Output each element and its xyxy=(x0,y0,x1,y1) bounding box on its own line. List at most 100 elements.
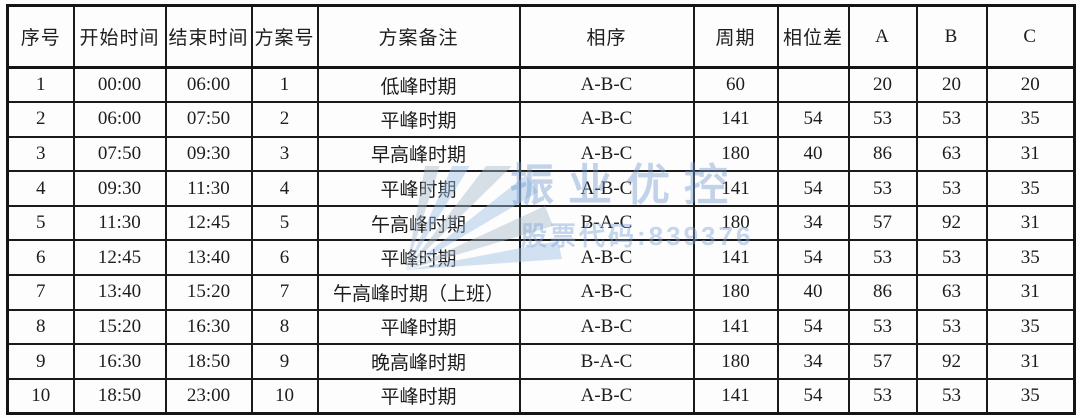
table-row: 5 11:30 12:45 5 午高峰时期 B-A-C 180 34 57 92 31 xyxy=(6,204,1076,242)
table-cell: 63 xyxy=(915,135,988,173)
table-cell: 00:00 xyxy=(72,66,167,104)
table-cell: 35 xyxy=(985,377,1076,415)
table-cell: 6 xyxy=(250,239,319,277)
table-cell: 11:30 xyxy=(72,204,167,242)
table-cell: 12:45 xyxy=(164,204,253,242)
table-cell: 54 xyxy=(776,101,850,138)
table-cell: 31 xyxy=(985,204,1076,242)
table-cell: 平峰时期 xyxy=(316,308,521,346)
column-header: 序号 xyxy=(6,4,75,69)
table-cell: 低峰时期 xyxy=(316,66,521,104)
table-cell: 141 xyxy=(692,101,779,138)
table-cell: 09:30 xyxy=(72,170,167,207)
table-cell: 53 xyxy=(847,308,918,346)
table-row: 2 06:00 07:50 2 平峰时期 A-B-C 141 54 53 53 35 xyxy=(6,101,1076,138)
table-cell: 40 xyxy=(776,135,850,173)
table-cell: 9 xyxy=(250,343,319,380)
table-cell: 4 xyxy=(250,170,319,207)
table-cell: 180 xyxy=(692,274,779,311)
table-cell: B-A-C xyxy=(518,204,695,242)
table-cell: 53 xyxy=(847,377,918,415)
table-cell: 午高峰时期 xyxy=(316,204,521,242)
table-cell: 13:40 xyxy=(72,274,167,311)
table-cell: 晚高峰时期 xyxy=(316,343,521,380)
table-cell: 16:30 xyxy=(164,308,253,346)
table-cell: 10 xyxy=(250,377,319,415)
table-cell: 53 xyxy=(847,170,918,207)
table-cell: 63 xyxy=(915,274,988,311)
table-cell: 92 xyxy=(915,343,988,380)
table-row: 6 12:45 13:40 6 平峰时期 A-B-C 141 54 53 53 35 xyxy=(6,239,1076,277)
table-cell: B-A-C xyxy=(518,343,695,380)
table-cell: 23:00 xyxy=(164,377,253,415)
table-cell: 180 xyxy=(692,204,779,242)
table-cell: 35 xyxy=(985,101,1076,138)
table-cell: 8 xyxy=(6,308,75,346)
table-cell: 15:20 xyxy=(164,274,253,311)
table-cell: 18:50 xyxy=(164,343,253,380)
table-cell: 2 xyxy=(250,101,319,138)
table-row: 3 07:50 09:30 3 早高峰时期 A-B-C 180 40 86 63 31 xyxy=(6,135,1076,173)
table-cell: 07:50 xyxy=(164,101,253,138)
table-cell: 6 xyxy=(6,239,75,277)
table-cell: A-B-C xyxy=(518,135,695,173)
table-cell: 35 xyxy=(985,308,1076,346)
column-header: 周期 xyxy=(692,4,779,69)
table-row: 7 13:40 15:20 7 午高峰时期（上班） A-B-C 180 40 86 63 31 xyxy=(6,274,1076,311)
column-header: C xyxy=(985,4,1076,69)
table-cell: A-B-C xyxy=(518,308,695,346)
table-cell: 141 xyxy=(692,308,779,346)
table-cell: 20 xyxy=(847,66,918,104)
table-cell: 8 xyxy=(250,308,319,346)
table-cell: 20 xyxy=(985,66,1076,104)
table-cell: 4 xyxy=(6,170,75,207)
table-cell: 09:30 xyxy=(164,135,253,173)
table-cell: 13:40 xyxy=(164,239,253,277)
table-cell: A-B-C xyxy=(518,239,695,277)
table-cell: 57 xyxy=(847,204,918,242)
table-cell: 5 xyxy=(250,204,319,242)
table-row: 10 18:50 23:00 10 平峰时期 A-B-C 141 54 53 53 35 xyxy=(6,377,1076,415)
table-cell: 54 xyxy=(776,170,850,207)
table-cell: 1 xyxy=(250,66,319,104)
table-cell: 35 xyxy=(985,239,1076,277)
table-cell: 86 xyxy=(847,274,918,311)
table-cell: 141 xyxy=(692,239,779,277)
column-header: 方案号 xyxy=(250,4,319,69)
table-cell: 60 xyxy=(692,66,779,104)
table-cell: 54 xyxy=(776,377,850,415)
table-cell: 16:30 xyxy=(72,343,167,380)
column-header: B xyxy=(915,4,988,69)
table-cell: 平峰时期 xyxy=(316,170,521,207)
table-row: 9 16:30 18:50 9 晚高峰时期 B-A-C 180 34 57 92 31 xyxy=(6,343,1076,380)
table-cell: 06:00 xyxy=(72,101,167,138)
table-cell: 53 xyxy=(847,239,918,277)
table-cell: 10 xyxy=(6,377,75,415)
table-cell: 53 xyxy=(915,170,988,207)
table-cell: 141 xyxy=(692,170,779,207)
table-cell xyxy=(776,66,850,104)
table-row: 1 00:00 06:00 1 低峰时期 A-B-C 60 20 20 20 xyxy=(6,66,1076,104)
column-header: 相序 xyxy=(518,4,695,69)
column-header: 开始时间 xyxy=(72,4,167,69)
table-cell: 53 xyxy=(915,239,988,277)
table-cell: 92 xyxy=(915,204,988,242)
table-cell: 53 xyxy=(915,377,988,415)
table-cell: 141 xyxy=(692,377,779,415)
table-cell: 54 xyxy=(776,308,850,346)
table-cell: 53 xyxy=(915,308,988,346)
table-cell: A-B-C xyxy=(518,101,695,138)
table-cell: 11:30 xyxy=(164,170,253,207)
table-cell: 54 xyxy=(776,239,850,277)
table-cell: 20 xyxy=(915,66,988,104)
table-cell: 9 xyxy=(6,343,75,380)
table-cell: 31 xyxy=(985,135,1076,173)
table-cell: 平峰时期 xyxy=(316,101,521,138)
table-cell: 平峰时期 xyxy=(316,239,521,277)
table-cell: 31 xyxy=(985,274,1076,311)
plan-table-body: 1 00:00 06:00 1 低峰时期 A-B-C 60 20 20 20 2 06:00 07:50… xyxy=(6,66,1076,415)
table-cell: A-B-C xyxy=(518,170,695,207)
table-cell: 35 xyxy=(985,170,1076,207)
table-cell: 180 xyxy=(692,135,779,173)
table-cell: 5 xyxy=(6,204,75,242)
